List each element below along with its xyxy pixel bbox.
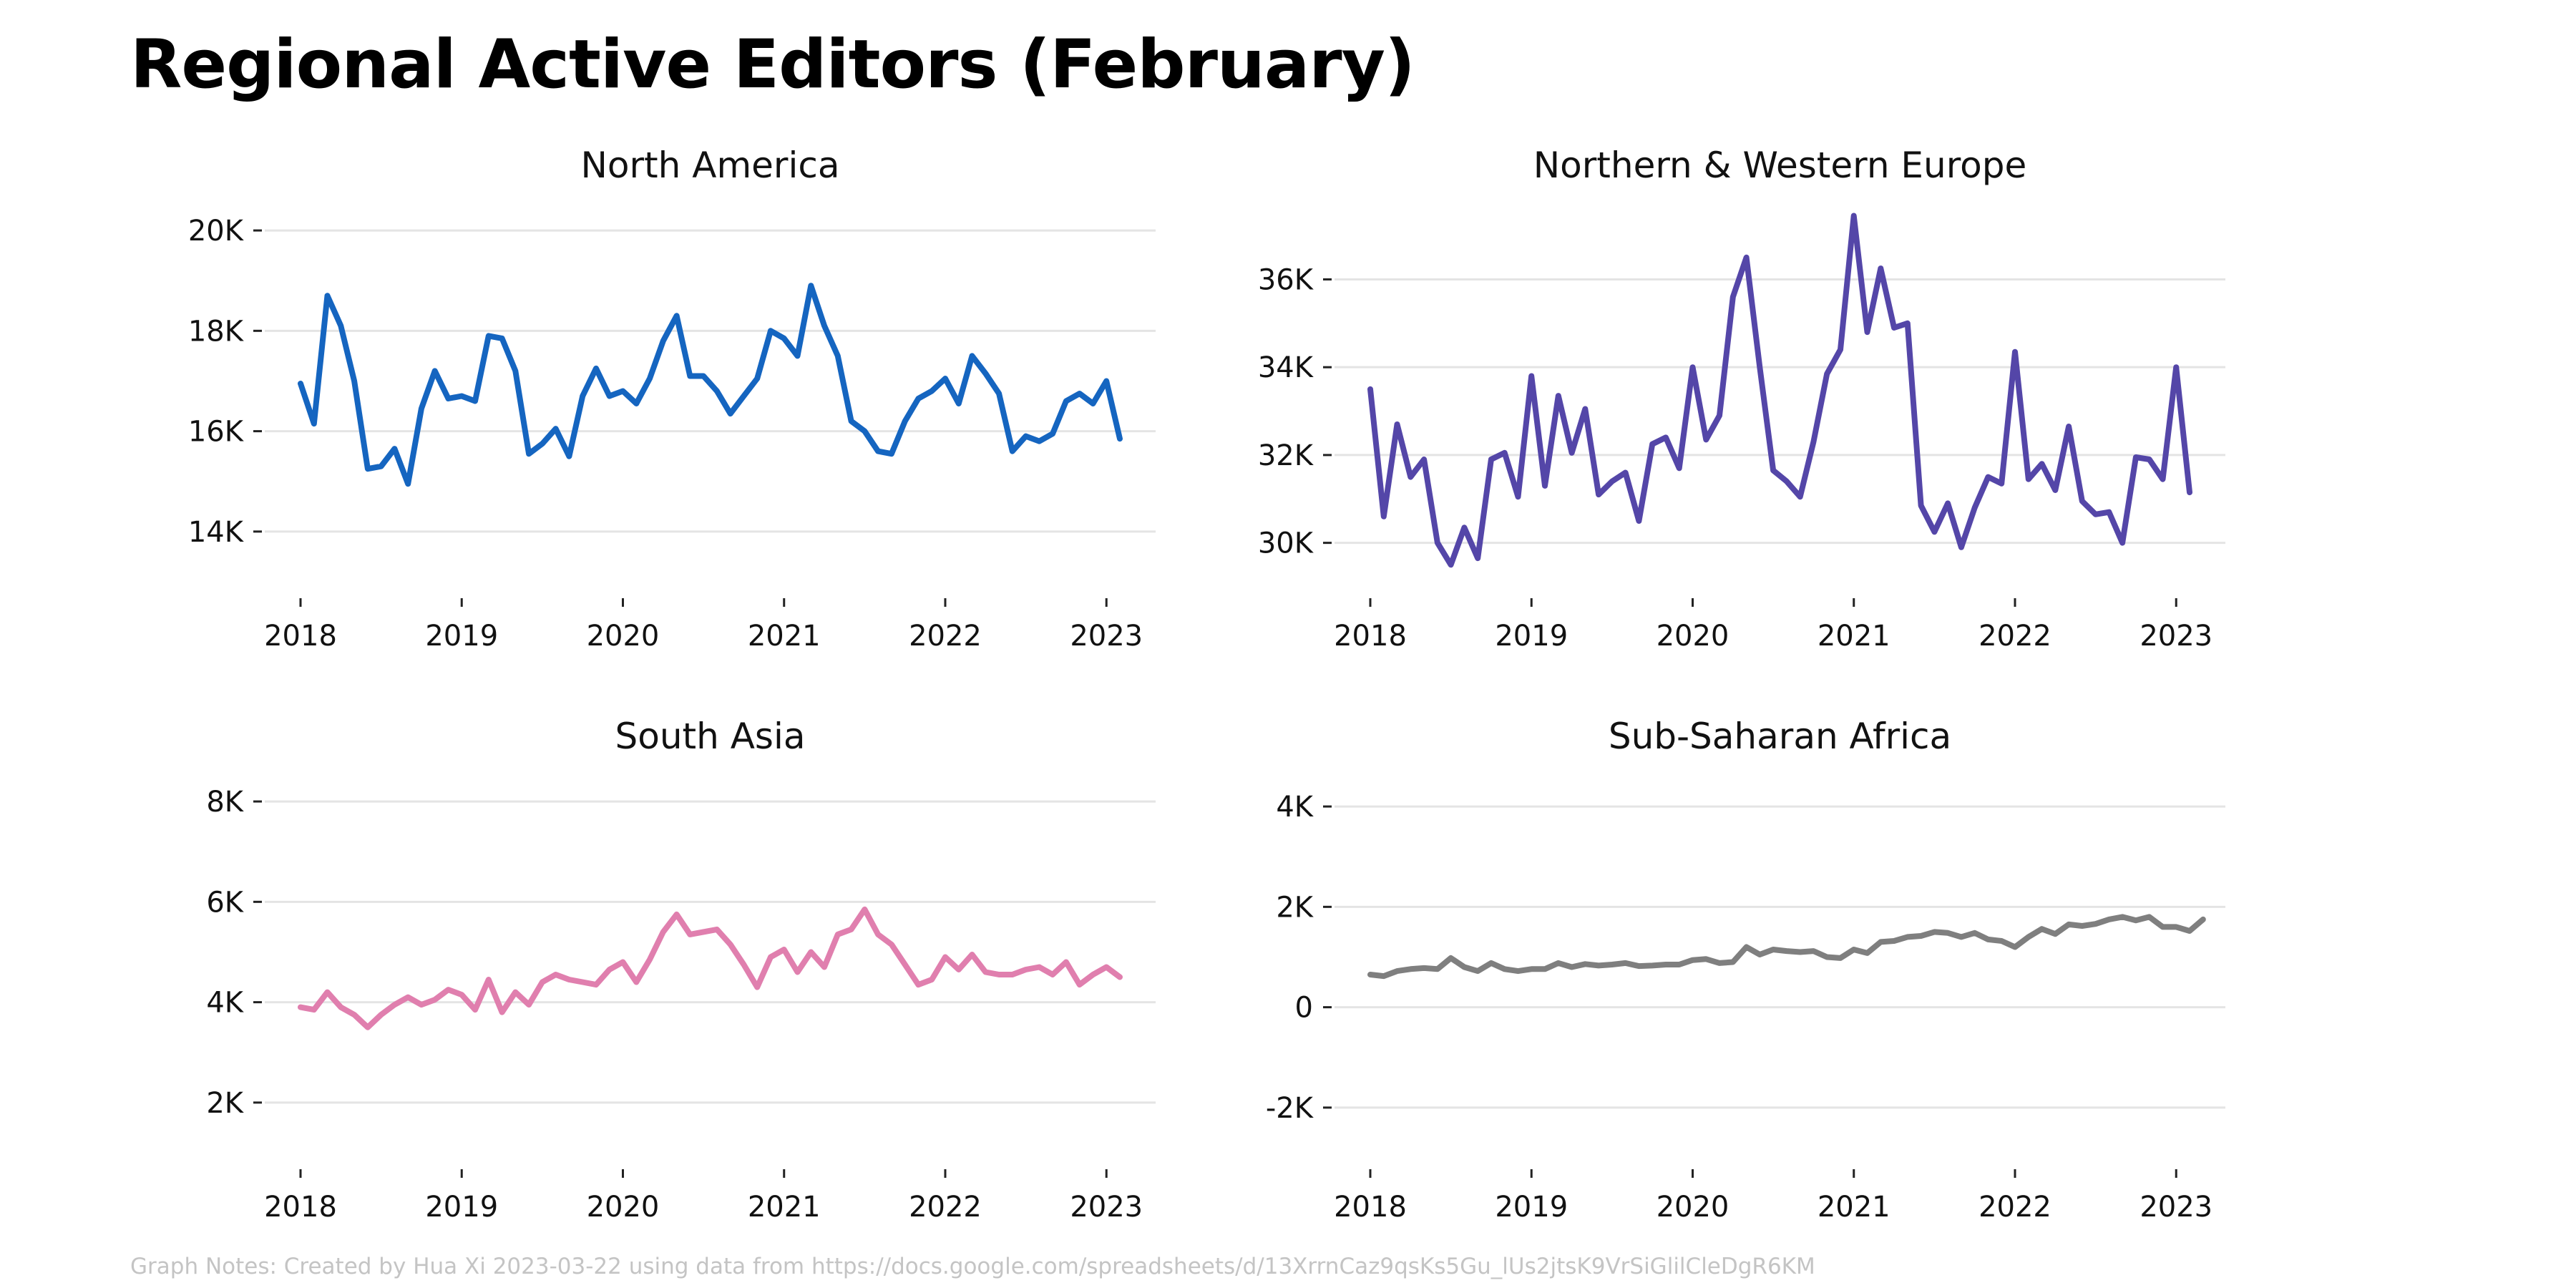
y-tick-label: 18K — [188, 315, 245, 348]
x-tick-label: 2022 — [909, 1191, 982, 1224]
x-tick-label: 2023 — [2140, 620, 2212, 653]
y-tick-label: 36K — [1258, 263, 1314, 296]
x-tick-label: 2018 — [1334, 620, 1407, 653]
x-tick-label: 2021 — [748, 1191, 821, 1224]
chart-title: Regional Active Editors (February) — [130, 26, 1415, 104]
panel-sub-saharan-africa: Sub-Saharan Africa -2K 0 2K 4K 2018 2019 2020 20… — [1266, 716, 2225, 1224]
series-line — [298, 906, 1123, 1030]
x-tick-label: 2019 — [425, 620, 498, 653]
y-tick-label: 0 — [1295, 992, 1313, 1025]
y-tick-label: 14K — [188, 516, 245, 549]
y-tick-label: 16K — [188, 416, 245, 449]
panel-title: North America — [581, 145, 840, 186]
x-tick-label: 2023 — [2140, 1191, 2212, 1224]
y-tick-label: 8K — [206, 786, 244, 819]
x-tick-label: 2018 — [1334, 1191, 1407, 1224]
panel-title: South Asia — [615, 716, 806, 757]
y-tick-label: 20K — [188, 215, 245, 248]
y-tick-label: -2K — [1266, 1092, 1314, 1125]
y-tick-label: 2K — [206, 1087, 244, 1120]
y-tick-label: 32K — [1258, 439, 1314, 472]
x-tick-label: 2021 — [1818, 1191, 1890, 1224]
x-tick-label: 2021 — [748, 620, 821, 653]
panel-title: Northern & Western Europe — [1533, 145, 2027, 186]
series-line — [1367, 914, 2206, 980]
panel-northern-western-europe: Northern & Western Europe 30K 32K 34K 36K 201… — [1258, 145, 2225, 653]
x-tick-label: 2020 — [587, 1191, 660, 1224]
x-tick-label: 2019 — [1495, 1191, 1568, 1224]
x-tick-label: 2018 — [264, 1191, 337, 1224]
x-tick-label: 2020 — [1657, 1191, 1729, 1224]
y-tick-label: 34K — [1258, 351, 1314, 384]
x-tick-label: 2018 — [264, 620, 337, 653]
y-tick-label: 4K — [206, 987, 244, 1020]
series-line — [1367, 213, 2192, 568]
y-tick-label: 4K — [1276, 791, 1314, 824]
x-tick-label: 2020 — [1657, 620, 1729, 653]
panel-south-asia: South Asia 2K 4K 6K 8K 2018 2019 2020 2021 2022 20… — [206, 716, 1156, 1224]
x-tick-label: 2022 — [1979, 620, 2051, 653]
series-line — [298, 283, 1123, 487]
y-tick-label: 6K — [206, 886, 244, 919]
x-tick-label: 2022 — [909, 620, 982, 653]
x-tick-label: 2023 — [1070, 620, 1143, 653]
panel-title: Sub-Saharan Africa — [1609, 716, 1951, 757]
x-tick-label: 2023 — [1070, 1191, 1143, 1224]
x-tick-label: 2019 — [1495, 620, 1568, 653]
panel-north-america: North America 14K 16K 18K 20K 2018 2019 2020 202… — [188, 145, 1156, 653]
y-tick-label: 30K — [1258, 527, 1314, 560]
y-tick-label: 2K — [1276, 891, 1314, 924]
x-tick-label: 2022 — [1979, 1191, 2051, 1224]
x-tick-label: 2020 — [587, 620, 660, 653]
x-tick-label: 2019 — [425, 1191, 498, 1224]
x-tick-label: 2021 — [1818, 620, 1890, 653]
graph-notes: Graph Notes: Created by Hua Xi 2023-03-2… — [130, 1254, 1815, 1279]
